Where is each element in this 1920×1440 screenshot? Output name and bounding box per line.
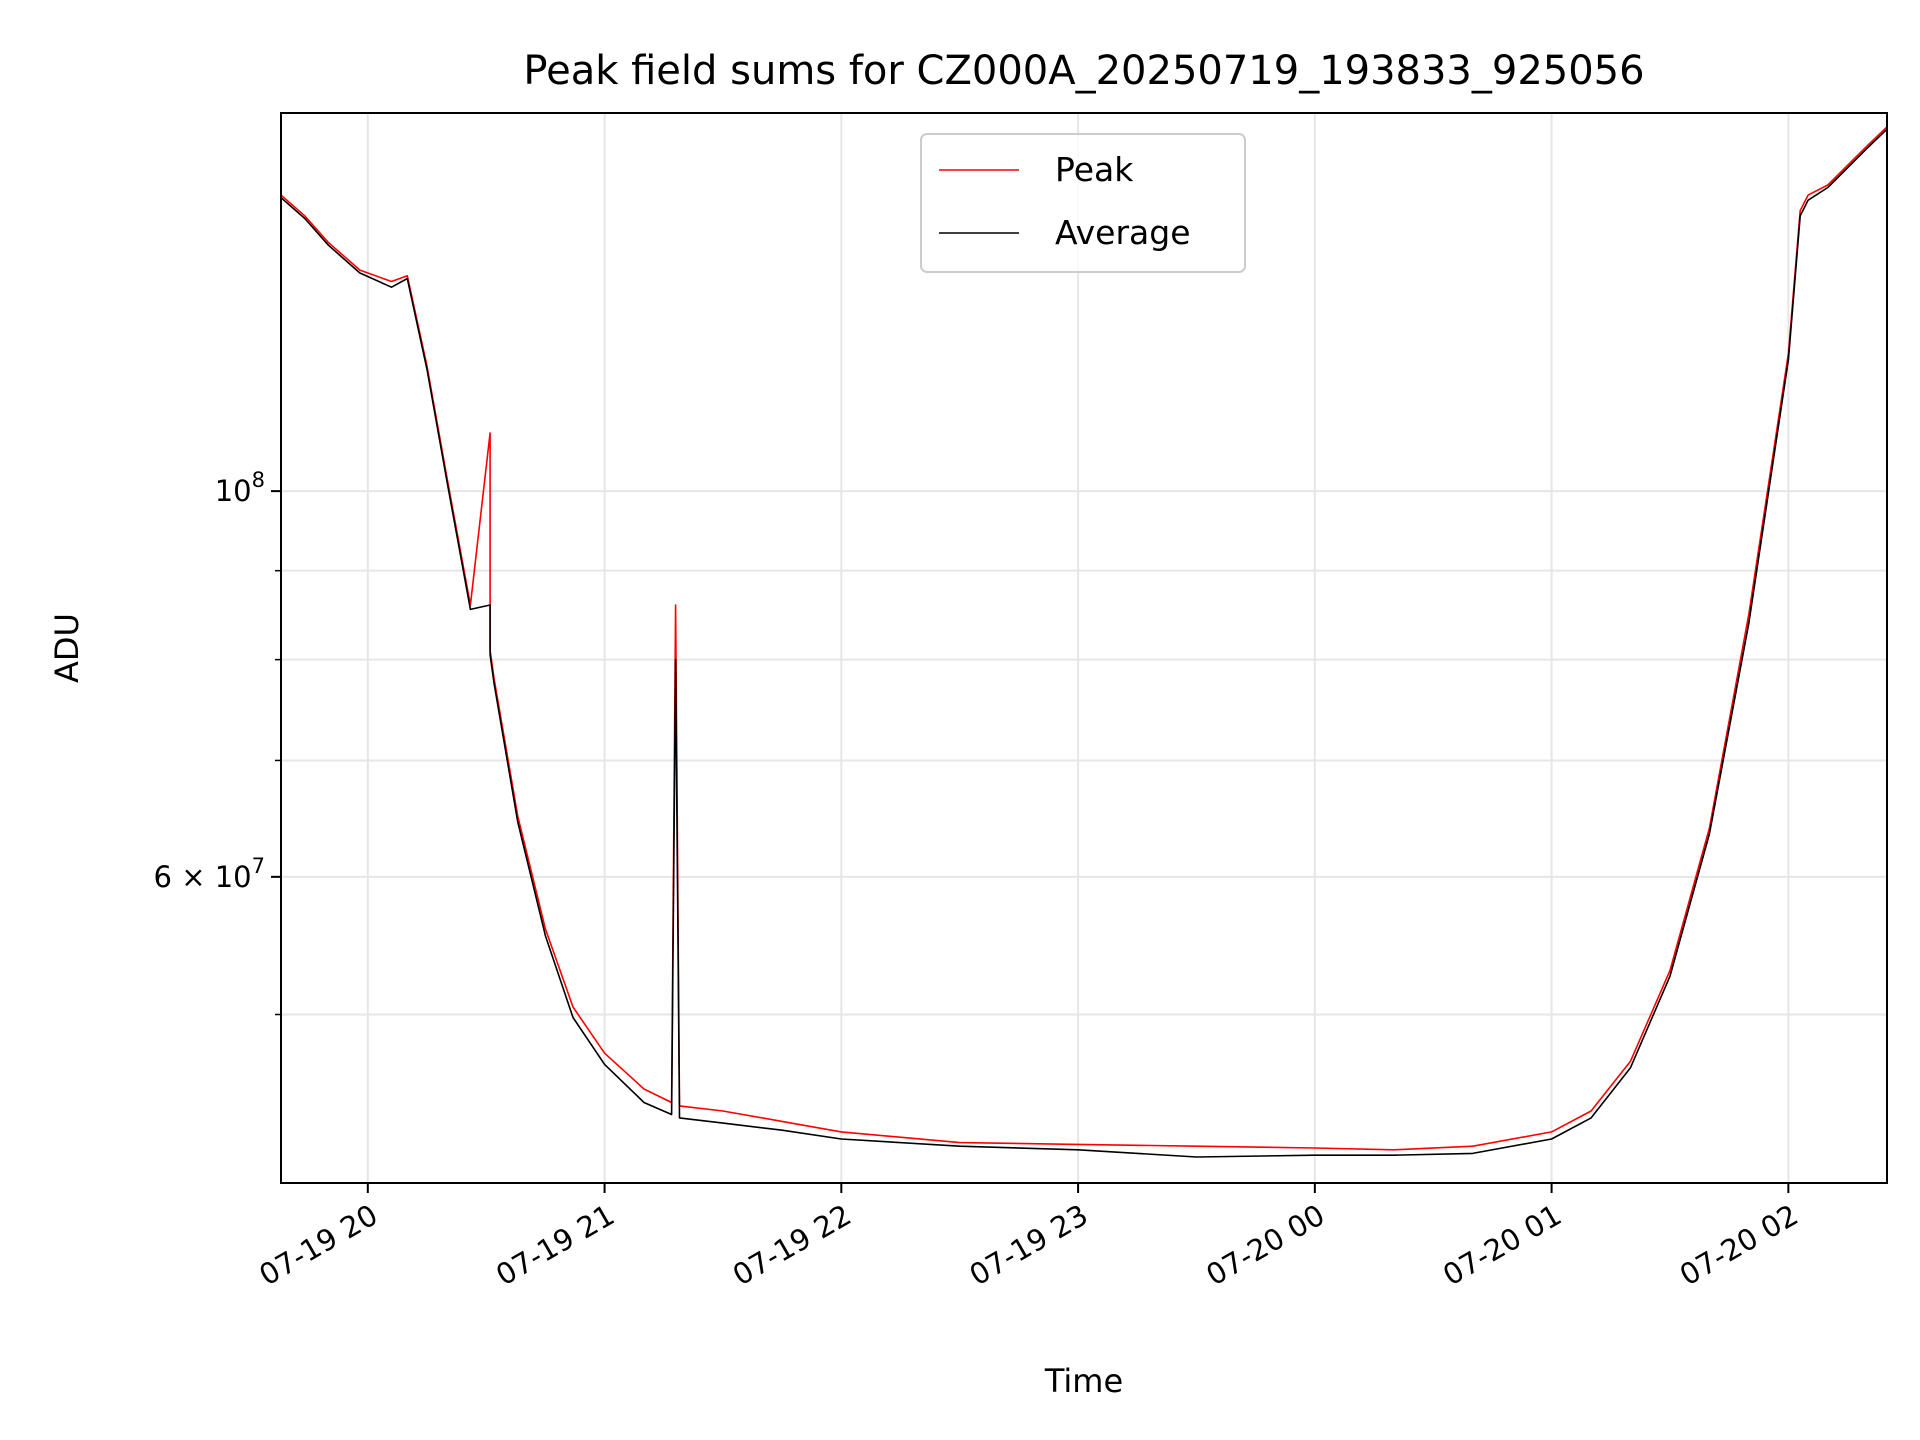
series-line-average [280, 128, 1888, 1158]
y-tick-label: 6 × 107 [154, 854, 265, 894]
legend-box [920, 133, 1246, 273]
series-line-peak [280, 126, 1888, 1151]
legend-label-average: Average [1055, 213, 1191, 252]
x-tick-label: 07-19 23 [964, 1198, 1094, 1293]
x-tick-label: 07-19 20 [253, 1198, 383, 1293]
legend-label-peak: Peak [1055, 150, 1134, 189]
y-axis-label: ADU [48, 613, 86, 683]
plot-frame [280, 112, 1888, 1184]
x-tick-label: 07-20 01 [1437, 1198, 1567, 1293]
x-tick-label: 07-19 22 [727, 1198, 857, 1293]
tick-layer: 07-19 20 07-19 21 07-19 22 07-19 23 07-20 00… [154, 468, 1804, 1292]
grid-layer [281, 113, 1887, 1183]
x-tick-label: 07-20 02 [1674, 1198, 1804, 1293]
y-tick-label: 108 [215, 468, 265, 508]
x-tick-label: 07-20 00 [1200, 1198, 1330, 1293]
x-axis-label: Time [1044, 1362, 1123, 1400]
x-tick-label: 07-19 21 [490, 1198, 620, 1293]
series-layer [280, 126, 1888, 1158]
legend: Peak Average [920, 133, 1246, 273]
chart-title: Peak field sums for CZ000A_20250719_1938… [523, 48, 1644, 94]
